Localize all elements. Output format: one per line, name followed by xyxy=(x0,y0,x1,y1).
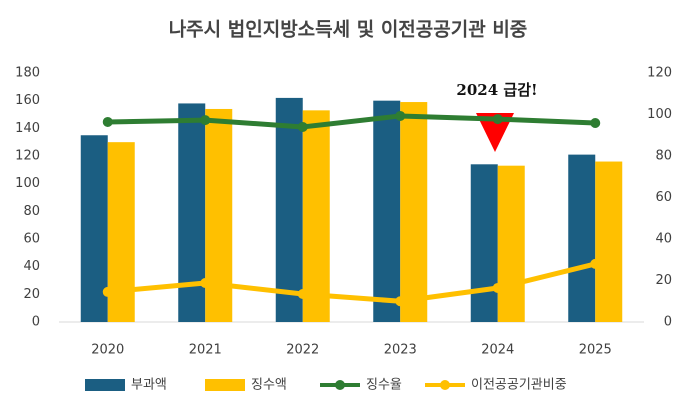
bar xyxy=(107,142,135,322)
bar xyxy=(205,108,233,322)
y2-tick-label: 80 xyxy=(655,149,672,164)
y2-tick-label: 60 xyxy=(655,190,672,205)
y-tick-label: 80 xyxy=(23,204,40,219)
marker xyxy=(590,118,601,129)
legend-swatch xyxy=(205,379,245,391)
marker xyxy=(590,258,601,269)
x-tick-label: 2023 xyxy=(384,343,417,358)
x-tick-label: 2025 xyxy=(579,343,612,358)
marker xyxy=(297,288,308,299)
x-tick-label: 2020 xyxy=(91,343,124,358)
y-tick-label: 140 xyxy=(15,121,40,136)
bar xyxy=(275,97,303,323)
marker xyxy=(492,114,503,125)
y-tick-label: 20 xyxy=(23,287,40,302)
legend-label: 징수율 xyxy=(366,378,402,393)
y2-tick-label: 120 xyxy=(647,66,672,81)
legend-label: 이전공공기관비중 xyxy=(471,378,567,393)
bar xyxy=(400,102,428,322)
y-tick-label: 40 xyxy=(23,259,40,274)
y-tick-label: 160 xyxy=(15,93,40,108)
marker xyxy=(102,116,113,127)
line xyxy=(107,113,596,130)
marker xyxy=(102,286,113,297)
bar xyxy=(497,165,525,322)
y-tick-label: 180 xyxy=(15,66,40,81)
y2-tick-label: 20 xyxy=(655,273,672,288)
marker xyxy=(297,121,308,132)
bar xyxy=(302,110,330,322)
marker xyxy=(200,115,211,126)
line xyxy=(107,261,596,304)
bar xyxy=(178,103,206,322)
bar xyxy=(568,154,596,322)
y2-tick-label: 0 xyxy=(664,315,672,330)
marker xyxy=(200,277,211,288)
legend-label: 부과액 xyxy=(131,378,167,393)
x-tick-label: 2021 xyxy=(189,343,222,358)
x-tick-label: 2022 xyxy=(286,343,319,358)
legend-label: 징수액 xyxy=(251,378,287,393)
marker xyxy=(395,110,406,121)
y2-tick-label: 40 xyxy=(655,232,672,247)
y-tick-label: 120 xyxy=(15,149,40,164)
y2-tick-label: 100 xyxy=(647,107,672,122)
legend-swatch xyxy=(440,380,450,390)
chart-title: 나주시 법인지방소득세 및 이전공공기관 비중 xyxy=(169,19,528,41)
bar xyxy=(470,164,498,322)
annotation: 2024 급감! xyxy=(456,81,537,99)
marker xyxy=(395,296,406,307)
legend-swatch xyxy=(335,380,345,390)
y-tick-label: 0 xyxy=(32,315,40,330)
marker xyxy=(492,282,503,293)
y-tick-label: 100 xyxy=(15,176,40,191)
bar xyxy=(595,161,623,322)
bar xyxy=(373,100,401,323)
annotation-arrow xyxy=(476,113,514,152)
legend-swatch xyxy=(85,379,125,391)
x-tick-label: 2024 xyxy=(481,343,514,358)
y-tick-label: 60 xyxy=(23,232,40,247)
